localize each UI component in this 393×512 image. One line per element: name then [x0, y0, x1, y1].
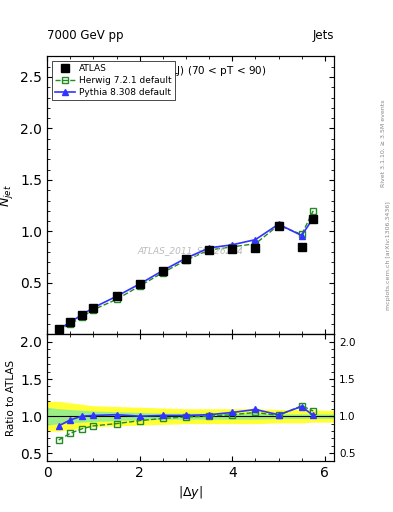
Text: $N_{jet}$ vs $\Delta y$ (LJ) (70 < pT < 90): $N_{jet}$ vs $\Delta y$ (LJ) (70 < pT < …: [115, 65, 266, 79]
Text: 7000 GeV pp: 7000 GeV pp: [47, 29, 124, 42]
Text: Jets: Jets: [312, 29, 334, 42]
Text: Rivet 3.1.10, ≥ 3.5M events: Rivet 3.1.10, ≥ 3.5M events: [381, 100, 386, 187]
Text: ATLAS_2011_S9126244: ATLAS_2011_S9126244: [138, 246, 244, 255]
X-axis label: $|\Delta y|$: $|\Delta y|$: [178, 484, 203, 501]
Y-axis label: Ratio to ATLAS: Ratio to ATLAS: [6, 359, 16, 436]
Legend: ATLAS, Herwig 7.2.1 default, Pythia 8.308 default: ATLAS, Herwig 7.2.1 default, Pythia 8.30…: [51, 61, 175, 100]
Y-axis label: $\bar{N}_{jet}$: $\bar{N}_{jet}$: [0, 184, 16, 207]
Text: mcplots.cern.ch [arXiv:1306.3436]: mcplots.cern.ch [arXiv:1306.3436]: [386, 202, 391, 310]
